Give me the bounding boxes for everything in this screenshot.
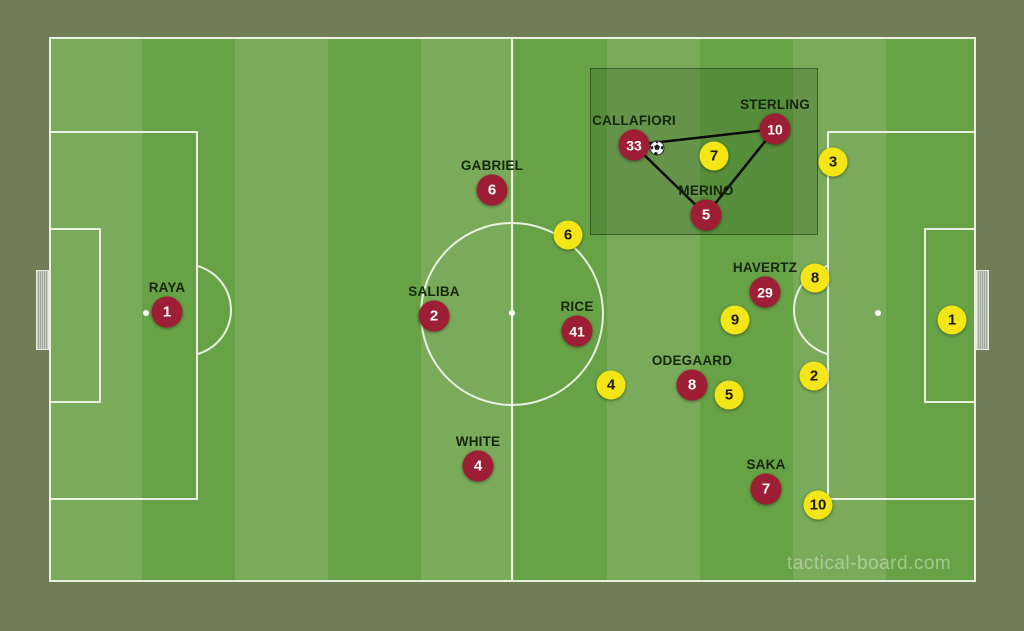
player-label-saka: SAKA [746, 457, 786, 472]
soccer-ball-icon[interactable] [649, 140, 665, 156]
player-marker-raya[interactable]: 1 [151, 296, 183, 328]
right-penalty-spot [875, 310, 881, 316]
left-goal-net [36, 270, 49, 350]
player-label-raya: RAYA [148, 280, 186, 295]
centre-spot [509, 310, 515, 316]
player-marker-away-4[interactable]: 4 [596, 370, 626, 400]
player-marker-rice[interactable]: 41 [561, 315, 593, 347]
player-marker-away-7[interactable]: 7 [699, 141, 729, 171]
left-penalty-area [49, 131, 198, 500]
player-label-odegaard: ODEGAARD [651, 353, 733, 368]
pitch-stripe [328, 37, 421, 582]
player-label-callafiori: CALLAFIORI [592, 113, 676, 128]
pitch-stripe [49, 37, 142, 582]
right-goal-net [976, 270, 989, 350]
left-goal-area [49, 228, 101, 403]
player-marker-away-1[interactable]: 1 [937, 305, 967, 335]
pitch-surface [49, 37, 976, 582]
player-label-saliba: SALIBA [408, 284, 460, 299]
player-label-white: WHITE [455, 434, 501, 449]
player-marker-white[interactable]: 4 [462, 450, 494, 482]
player-marker-away-6[interactable]: 6 [553, 220, 583, 250]
player-marker-odegaard[interactable]: 8 [676, 369, 708, 401]
player-marker-away-8[interactable]: 8 [800, 263, 830, 293]
player-marker-away-9[interactable]: 9 [720, 305, 750, 335]
player-marker-sterling[interactable]: 10 [759, 113, 791, 145]
right-goal-area [924, 228, 976, 403]
player-label-sterling: STERLING [740, 97, 810, 112]
player-marker-away-5[interactable]: 5 [714, 380, 744, 410]
player-marker-gabriel[interactable]: 6 [476, 174, 508, 206]
player-marker-callafiori[interactable]: 33 [618, 129, 650, 161]
player-label-gabriel: GABRIEL [460, 158, 524, 173]
pitch-stripe [235, 37, 328, 582]
player-marker-saliba[interactable]: 2 [418, 300, 450, 332]
right-penalty-area [827, 131, 976, 500]
left-penalty-arc [198, 263, 232, 357]
player-marker-havertz[interactable]: 29 [749, 276, 781, 308]
left-penalty-arc-clip [198, 263, 232, 357]
player-marker-merino[interactable]: 5 [690, 199, 722, 231]
player-label-merino: MERINO [678, 183, 734, 198]
player-marker-away-3[interactable]: 3 [818, 147, 848, 177]
player-marker-saka[interactable]: 7 [750, 473, 782, 505]
player-marker-away-2[interactable]: 2 [799, 361, 829, 391]
watermark: tactical-board.com [787, 553, 952, 574]
player-label-rice: RICE [560, 299, 594, 314]
player-label-havertz: HAVERTZ [732, 260, 798, 275]
player-marker-away-10[interactable]: 10 [803, 490, 833, 520]
left-penalty-spot [143, 310, 149, 316]
